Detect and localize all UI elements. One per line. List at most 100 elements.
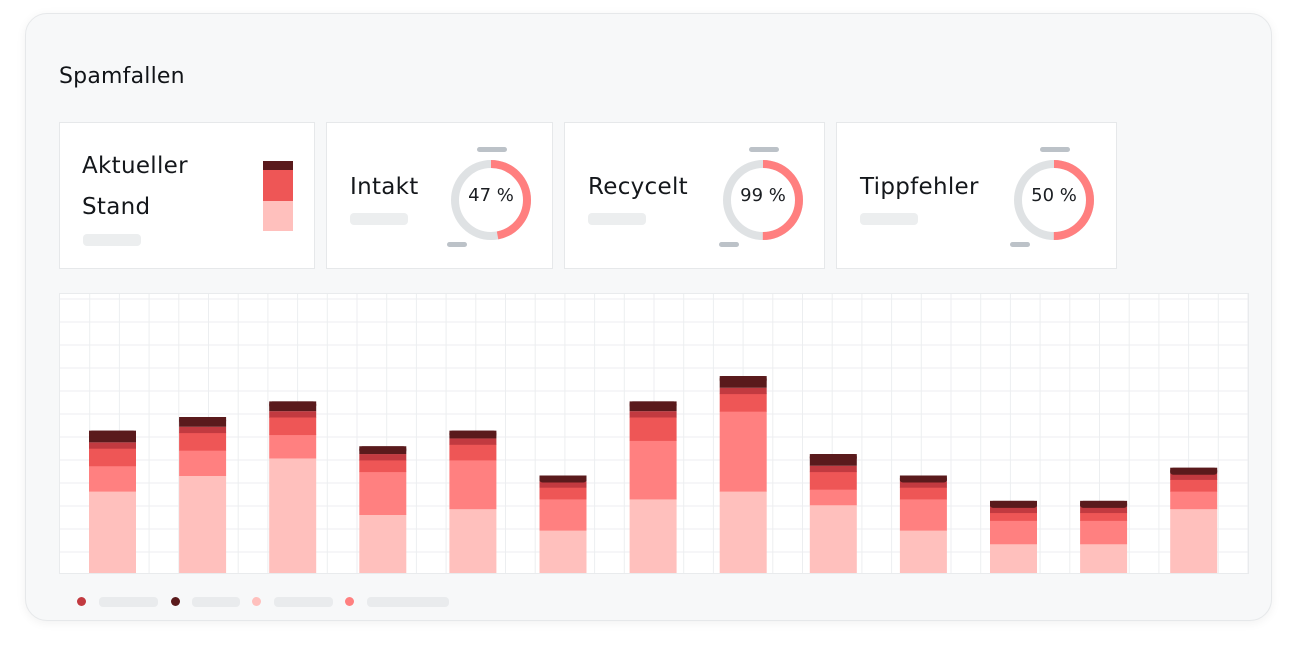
intakt-label: Intakt xyxy=(350,174,419,200)
bar-segment xyxy=(179,475,227,573)
bar-stack xyxy=(1170,467,1218,573)
bar-segment xyxy=(89,442,136,449)
bar-cap xyxy=(89,430,136,438)
bar-segment xyxy=(359,454,407,461)
bar-segment xyxy=(449,444,497,461)
bar-stack xyxy=(629,401,677,573)
tippfehler-donut-chart xyxy=(1010,147,1094,247)
legend-label-placeholder xyxy=(192,597,240,607)
mini-stack-icon xyxy=(263,161,293,231)
bar-stack xyxy=(719,376,767,573)
bar-stack xyxy=(539,475,587,573)
bar-segment xyxy=(899,498,947,531)
recycelt-placeholder xyxy=(588,213,646,225)
current-status-label-line2: Stand xyxy=(82,194,151,220)
bar-segment xyxy=(179,450,227,476)
bar-segment xyxy=(1170,508,1218,573)
bar-segment xyxy=(719,411,767,492)
bar-cap xyxy=(1080,500,1128,508)
bar-cap xyxy=(269,401,317,409)
bar-segment xyxy=(449,459,497,510)
bar-segment xyxy=(719,491,767,573)
bar-segment xyxy=(990,512,1037,521)
tippfehler-label: Tippfehler xyxy=(860,174,979,200)
bar-cap xyxy=(899,475,947,483)
mini-stack-segment-light xyxy=(263,201,293,231)
legend-label-placeholder xyxy=(274,597,333,607)
bar-segment xyxy=(359,459,407,473)
bar-stack xyxy=(809,454,857,573)
donut-fill-arc xyxy=(451,160,531,240)
bar-cap xyxy=(1170,467,1218,475)
bar-segment xyxy=(449,508,497,573)
bar-segment xyxy=(629,440,677,500)
mini-stack-segment-red xyxy=(263,170,293,201)
bar-cap xyxy=(539,475,587,483)
bar-cap xyxy=(719,376,767,384)
mini-stack-segment-dark xyxy=(263,161,293,170)
bar-segment xyxy=(809,471,857,490)
bar-segment xyxy=(629,498,677,573)
bar-segment xyxy=(89,448,136,467)
stacked-bar-chart-svg xyxy=(60,294,1248,573)
recycelt-card[interactable]: Recycelt 99 % xyxy=(564,122,825,269)
donut-bottom-tick xyxy=(719,242,739,247)
bar-segment xyxy=(539,498,587,531)
intakt-card[interactable]: Intakt 47 % xyxy=(326,122,553,269)
bar-stack xyxy=(269,401,317,573)
bar-segment xyxy=(539,530,587,573)
tippfehler-percent-label: 50 % xyxy=(1031,185,1077,206)
bar-segment xyxy=(899,487,947,500)
bar-cap xyxy=(449,430,497,438)
bar-segment xyxy=(629,417,677,441)
donut-top-tick xyxy=(477,147,507,152)
bar-segment xyxy=(1170,479,1218,492)
donut-bottom-tick xyxy=(447,242,467,247)
bar-segment xyxy=(899,481,947,488)
bar-segment xyxy=(1170,473,1218,480)
bar-segment xyxy=(719,387,767,395)
bar-segment xyxy=(269,434,317,459)
legend-dot-crimson xyxy=(77,597,86,606)
bar-stack xyxy=(359,446,407,573)
intakt-percent-label: 47 % xyxy=(468,185,514,206)
current-status-card[interactable]: Aktueller Stand xyxy=(59,122,315,269)
bar-segment xyxy=(269,457,317,573)
bar-segment xyxy=(179,432,227,451)
recycelt-donut-chart xyxy=(719,147,803,247)
bar-segment xyxy=(809,504,857,573)
tippfehler-placeholder xyxy=(860,213,918,225)
legend-label-placeholder xyxy=(99,597,158,607)
bar-cap xyxy=(179,417,227,424)
bar-segment xyxy=(629,411,677,418)
bar-stack xyxy=(990,500,1037,573)
donut-top-tick xyxy=(749,147,779,152)
bar-stack xyxy=(899,475,947,573)
current-status-label-line1: Aktueller xyxy=(82,153,188,179)
bar-segment xyxy=(1080,520,1128,545)
bar-segment xyxy=(359,471,407,515)
bar-cap xyxy=(809,454,857,462)
bar-cap xyxy=(990,500,1037,508)
bar-segment xyxy=(990,520,1037,545)
page-title: Spamfallen xyxy=(59,64,185,89)
bar-stack xyxy=(179,417,227,573)
tippfehler-card[interactable]: Tippfehler 50 % xyxy=(836,122,1117,269)
bar-segment xyxy=(449,438,497,445)
donut-fill-arc xyxy=(1014,160,1094,240)
bar-segment xyxy=(899,530,947,573)
legend-dot-light xyxy=(252,597,261,606)
donut-fill-arc xyxy=(723,160,803,240)
bar-segment xyxy=(1170,491,1218,510)
bar-stack xyxy=(89,430,136,573)
donut-bottom-tick xyxy=(1010,242,1030,247)
recycelt-percent-label: 99 % xyxy=(740,185,786,206)
current-status-placeholder xyxy=(83,234,141,246)
bar-segment xyxy=(809,465,857,473)
bar-segment xyxy=(719,393,767,412)
legend-dot-dark xyxy=(171,597,180,606)
bar-segment xyxy=(1080,506,1128,514)
bar-cap xyxy=(359,446,407,454)
bar-segment xyxy=(1080,543,1128,573)
bar-stack xyxy=(449,430,497,573)
